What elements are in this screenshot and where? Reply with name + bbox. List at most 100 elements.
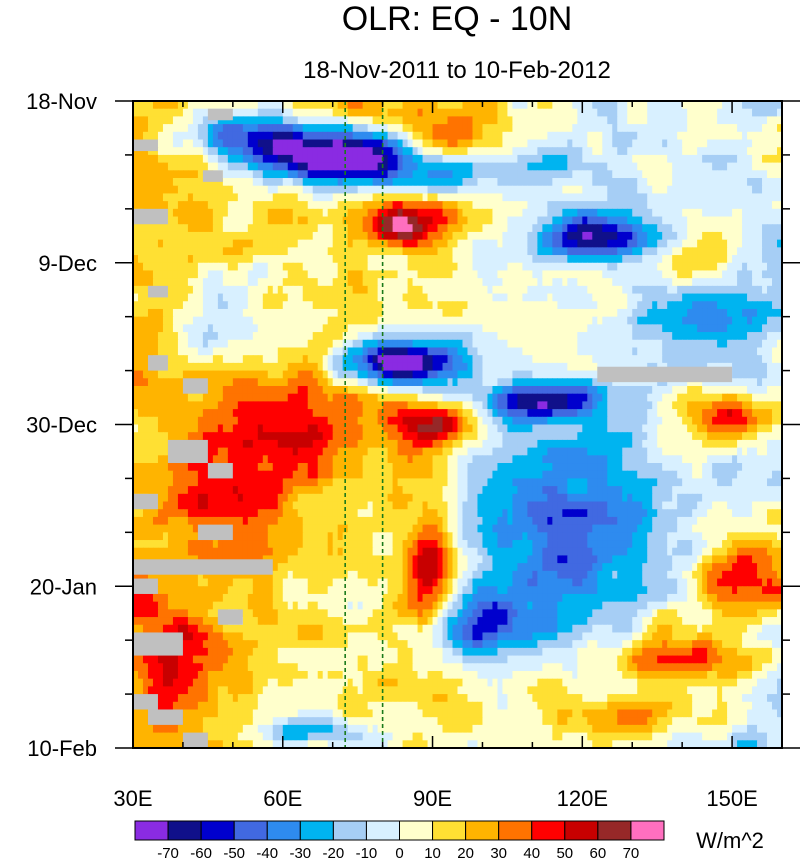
field-cell xyxy=(727,247,733,256)
field-cell xyxy=(712,162,718,171)
field-cell xyxy=(762,378,768,387)
field-cell xyxy=(477,247,484,256)
field-cell xyxy=(562,262,568,272)
field-cell xyxy=(502,362,509,372)
field-cell xyxy=(747,339,753,349)
field-cell xyxy=(232,108,239,117)
field-cell xyxy=(687,285,693,295)
field-cell xyxy=(667,147,673,156)
field-cell xyxy=(232,178,239,187)
field-cell xyxy=(357,378,364,387)
field-cell xyxy=(657,247,663,256)
field-cell xyxy=(582,285,588,295)
field-cell xyxy=(617,147,623,156)
field-cell xyxy=(682,208,688,218)
field-cell xyxy=(152,347,159,356)
field-cell xyxy=(392,285,399,295)
field-cell xyxy=(597,278,603,287)
field-cell xyxy=(482,293,489,302)
field-cell xyxy=(242,178,249,187)
field-cell xyxy=(737,332,743,341)
field-cell xyxy=(297,108,304,117)
field-cell xyxy=(212,285,219,295)
field-cell xyxy=(447,385,454,395)
field-cell xyxy=(242,393,249,402)
field-cell xyxy=(347,131,354,141)
field-cell xyxy=(627,255,633,264)
field-cell xyxy=(742,154,748,164)
field-cell xyxy=(357,285,364,295)
field-cell xyxy=(462,278,469,287)
field-cell xyxy=(322,262,329,272)
field-cell xyxy=(547,378,553,387)
field-cell xyxy=(277,355,284,364)
field-cell xyxy=(147,178,154,187)
field-cell xyxy=(457,285,464,295)
field-cell xyxy=(687,116,693,125)
field-cell xyxy=(407,139,414,148)
field-cell xyxy=(442,185,449,195)
field-cell xyxy=(392,316,399,325)
field-cell xyxy=(187,293,194,302)
field-cell xyxy=(577,116,583,125)
field-cell xyxy=(347,208,354,218)
field-cell xyxy=(307,239,314,248)
field-cell xyxy=(492,239,499,248)
field-cell xyxy=(527,178,533,187)
field-cell xyxy=(162,262,169,272)
field-cell xyxy=(467,370,474,379)
field-cell xyxy=(407,270,414,279)
field-cell xyxy=(262,262,269,272)
field-cell xyxy=(427,270,434,279)
field-cell xyxy=(167,139,174,148)
field-cell xyxy=(642,347,648,356)
field-cell xyxy=(507,162,514,171)
field-cell xyxy=(337,208,344,218)
field-cell xyxy=(522,293,528,302)
field-cell xyxy=(482,185,489,195)
field-cell xyxy=(687,332,693,341)
field-cell xyxy=(202,178,209,187)
field-cell xyxy=(527,362,533,372)
field-cell xyxy=(642,293,648,302)
field-cell xyxy=(217,185,224,195)
field-cell xyxy=(242,147,249,156)
field-cell xyxy=(482,316,489,325)
field-cell xyxy=(322,239,329,248)
field-cell xyxy=(482,108,489,117)
field-cell xyxy=(287,293,294,302)
field-cell xyxy=(767,170,773,179)
field-cell xyxy=(257,124,264,133)
field-cell xyxy=(572,324,578,333)
field-cell xyxy=(677,170,683,179)
field-cell xyxy=(732,101,738,110)
field-cell xyxy=(697,101,703,110)
field-cell xyxy=(462,124,469,133)
field-cell xyxy=(133,116,139,125)
field-cell xyxy=(707,332,713,341)
field-cell xyxy=(652,131,658,141)
field-cell xyxy=(227,370,234,379)
field-cell xyxy=(767,293,773,302)
field-cell xyxy=(297,178,304,187)
field-cell xyxy=(707,101,713,110)
field-cell xyxy=(637,378,643,387)
field-cell xyxy=(362,147,369,156)
field-cell xyxy=(752,131,758,141)
field-cell xyxy=(742,162,748,171)
field-cell xyxy=(357,370,364,379)
field-cell xyxy=(337,316,344,325)
field-cell xyxy=(422,301,429,310)
field-cell xyxy=(622,216,628,225)
field-cell xyxy=(697,224,703,233)
field-cell xyxy=(312,247,319,256)
field-cell xyxy=(307,393,314,402)
field-cell xyxy=(382,362,389,372)
field-cell xyxy=(187,239,194,248)
field-cell xyxy=(477,124,484,133)
field-cell xyxy=(432,370,439,379)
field-cell xyxy=(167,324,174,333)
field-cell xyxy=(257,178,264,187)
field-cell xyxy=(382,124,389,133)
field-cell xyxy=(452,147,459,156)
